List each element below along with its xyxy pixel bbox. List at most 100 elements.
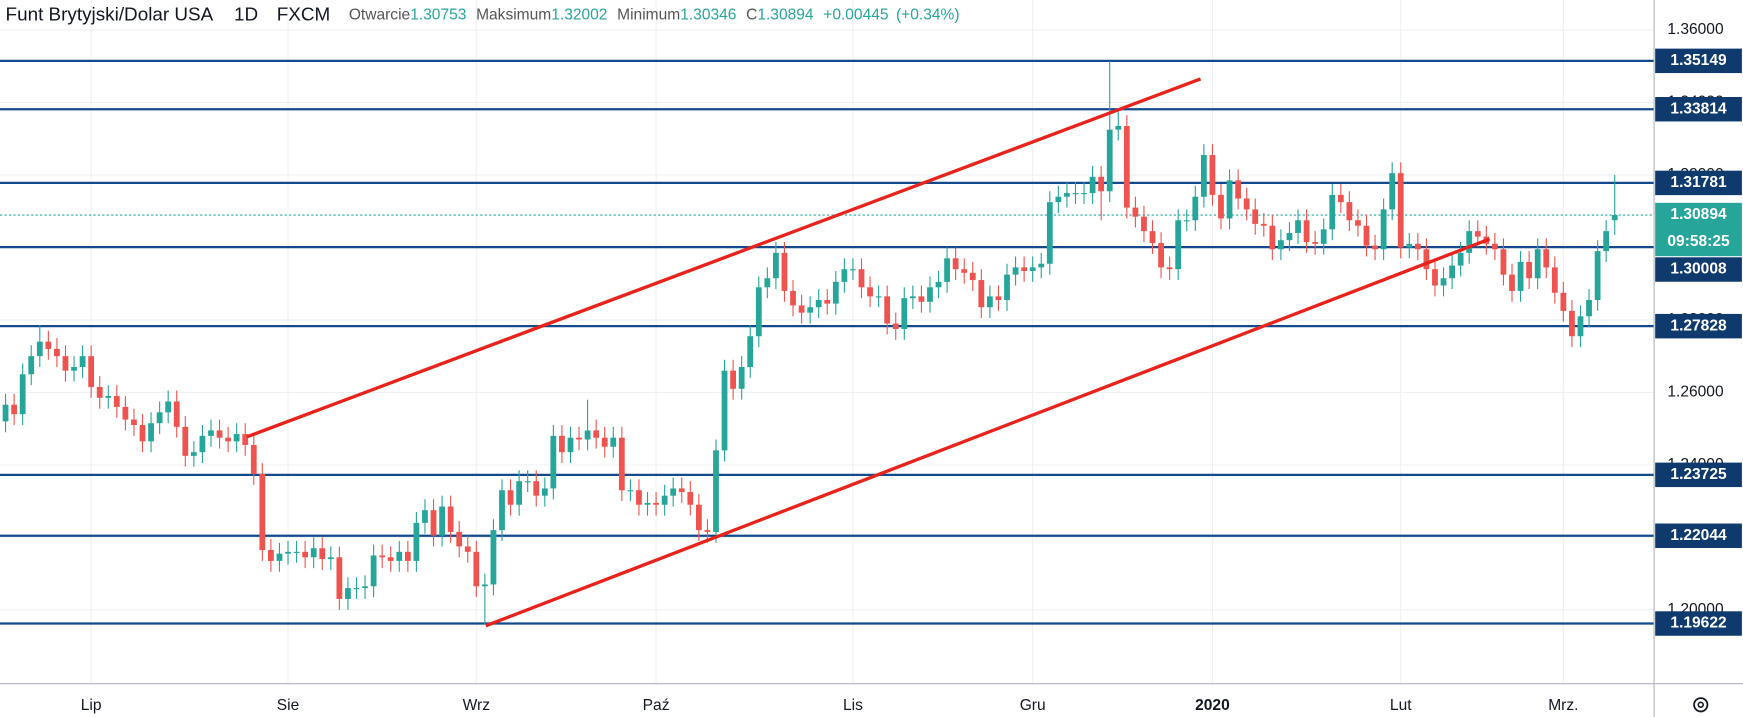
candle-body xyxy=(62,356,69,371)
candle-body xyxy=(242,434,249,445)
candle-body xyxy=(1158,243,1164,268)
candle-body xyxy=(36,341,43,357)
candle-body xyxy=(533,481,540,496)
open-label: Otwarcie xyxy=(349,7,410,24)
candle-body xyxy=(1500,249,1507,275)
label-box xyxy=(1655,97,1742,122)
candle-body xyxy=(1611,215,1618,221)
candle-body xyxy=(1603,231,1610,252)
candle-body xyxy=(302,551,309,558)
candle-body xyxy=(88,356,95,387)
level-label: 1.31781 xyxy=(1670,174,1727,191)
close-label: C xyxy=(746,7,757,24)
candle-body xyxy=(1380,209,1387,250)
candle-body xyxy=(268,550,274,561)
level-label: 1.27828 xyxy=(1670,317,1727,334)
candle-body xyxy=(961,269,968,273)
candle-body xyxy=(1235,180,1241,199)
candle-body xyxy=(1166,267,1173,270)
x-tick-label: 2020 xyxy=(1195,697,1230,714)
settings-icon[interactable] xyxy=(1693,697,1709,713)
candle-body xyxy=(678,488,685,493)
candle-body xyxy=(225,437,231,442)
countdown-label: 09:58:25 xyxy=(1667,233,1730,250)
symbol-title: Funt Brytyjski/Dolar USA xyxy=(6,5,214,26)
candle-body xyxy=(1218,194,1224,219)
candle-body xyxy=(721,370,728,451)
candle-body xyxy=(11,404,18,415)
candle-body xyxy=(593,430,600,438)
gear[interactable] xyxy=(1693,697,1709,713)
candle-body xyxy=(1226,180,1233,219)
candle-body xyxy=(1389,173,1396,210)
candle-body xyxy=(413,522,420,561)
candle-body xyxy=(1021,267,1028,271)
candle-body xyxy=(1064,193,1070,197)
candle-body xyxy=(447,506,454,532)
candle-body xyxy=(909,296,916,299)
time-axis: Lip Sie Wrz Paź Lis Gru 2020 Lut Mrz. xyxy=(81,697,1579,714)
x-tick-label: Sie xyxy=(277,697,299,714)
candle-body xyxy=(1081,193,1087,195)
candle-body xyxy=(892,323,899,329)
last-price-label: 1.30894 xyxy=(1670,206,1727,223)
candle-body xyxy=(464,546,471,552)
candle-body xyxy=(71,367,77,371)
candle-body xyxy=(54,348,60,357)
candle-body xyxy=(28,356,35,375)
candle-body xyxy=(653,502,659,505)
low-value: 1.30346 xyxy=(680,7,736,24)
candle-body xyxy=(807,307,814,313)
candle-body xyxy=(969,272,976,281)
candle-body xyxy=(867,287,873,297)
candle-body xyxy=(764,278,771,288)
candle-body xyxy=(276,553,283,561)
interval: 1D xyxy=(234,5,258,26)
candle-body xyxy=(1295,220,1301,233)
candle-body xyxy=(730,370,736,389)
candle-body xyxy=(2,404,9,422)
candle-body xyxy=(216,430,223,438)
candle-body xyxy=(1200,155,1207,197)
candle-body xyxy=(422,510,428,523)
candle-body xyxy=(327,557,334,560)
candle-body xyxy=(901,298,908,329)
candle-body xyxy=(131,419,137,426)
candle-body xyxy=(1004,274,1010,300)
label-box xyxy=(1655,313,1742,339)
label-box xyxy=(1655,462,1742,488)
candle-body xyxy=(1029,267,1036,271)
trend-line xyxy=(485,237,1491,628)
candle-body xyxy=(208,430,214,436)
candle-body xyxy=(1286,232,1293,241)
level-label: 1.19622 xyxy=(1670,615,1727,632)
candle-body xyxy=(1046,202,1053,264)
change: +0.00445 xyxy=(823,7,888,24)
gear-hub[interactable] xyxy=(1697,701,1704,708)
level-label: 1.33814 xyxy=(1670,100,1727,117)
low-label: Minimum xyxy=(617,7,680,24)
candle-body xyxy=(165,401,172,413)
candle-body xyxy=(1072,193,1079,195)
grid xyxy=(0,0,1655,684)
candle-body xyxy=(995,296,1002,300)
close-value: 1.30894 xyxy=(757,7,814,24)
candle-body xyxy=(1569,310,1575,337)
candle-body xyxy=(439,506,445,536)
candle-body xyxy=(139,425,146,442)
trend-line xyxy=(246,77,1202,439)
candle-body xyxy=(661,495,668,505)
candle-body xyxy=(259,473,266,551)
candle-body xyxy=(507,490,514,505)
candle-body xyxy=(1106,129,1113,192)
candle-body xyxy=(1089,176,1096,194)
candle-body xyxy=(1303,220,1310,243)
label-box xyxy=(1655,611,1742,636)
candle-body xyxy=(1372,245,1378,250)
label-box xyxy=(1655,170,1742,196)
candle-body xyxy=(644,502,651,505)
candle-body xyxy=(1260,223,1267,226)
candle-body xyxy=(850,269,856,271)
candle-body xyxy=(404,551,411,561)
